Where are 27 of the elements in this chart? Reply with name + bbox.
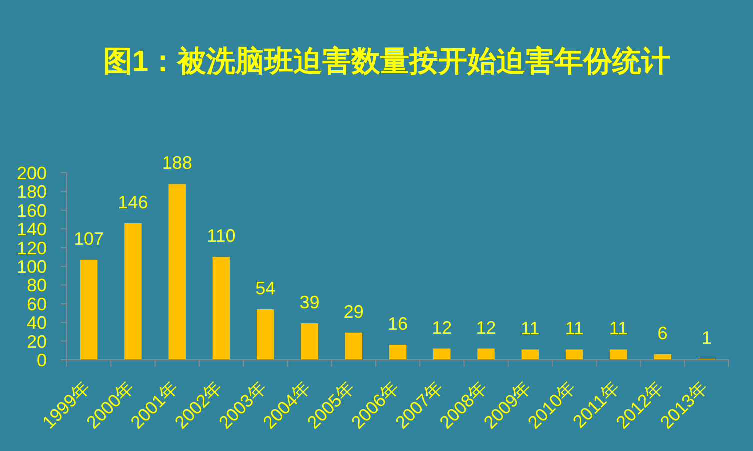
y-tick-label: 200 — [16, 164, 47, 184]
y-tick-label: 60 — [26, 294, 47, 314]
y-tick-label: 0 — [36, 350, 47, 370]
data-label: 12 — [476, 318, 496, 338]
y-tick-label: 100 — [16, 257, 47, 277]
data-label: 11 — [521, 318, 540, 339]
y-tick-label: 20 — [26, 332, 47, 352]
data-label: 39 — [300, 292, 320, 313]
y-tick-label: 120 — [16, 238, 47, 258]
data-label: 11 — [565, 318, 584, 339]
data-label: 11 — [609, 318, 628, 339]
title: 图1：被洗脑班迫害数量按开始迫害年份统计 — [103, 46, 671, 78]
data-label: 1 — [702, 328, 712, 348]
data-label: 6 — [658, 323, 668, 344]
y-tick-label: 180 — [16, 182, 47, 202]
data-label: 107 — [74, 228, 104, 249]
data-label: 54 — [256, 278, 276, 298]
y-tick-label: 160 — [16, 200, 47, 221]
data-label: 16 — [388, 314, 408, 334]
data-label: 29 — [344, 302, 364, 322]
data-label: 188 — [162, 153, 192, 174]
y-tick-label: 40 — [26, 313, 47, 334]
data-label: 146 — [118, 192, 148, 212]
data-label: 12 — [432, 318, 452, 338]
y-tick-label: 140 — [16, 220, 47, 240]
y-tick-label: 80 — [26, 276, 47, 296]
data-label: 110 — [207, 226, 236, 246]
